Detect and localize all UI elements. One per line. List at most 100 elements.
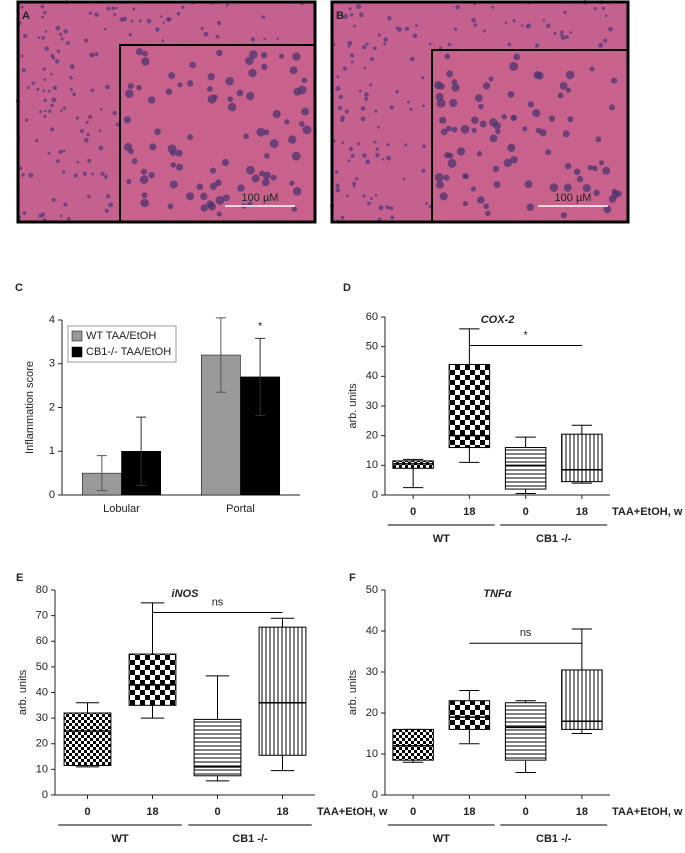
nucleus [289, 66, 298, 75]
nucleus [485, 210, 491, 217]
nucleus [334, 170, 339, 174]
group-label: WT [433, 833, 450, 845]
nucleus [383, 42, 387, 46]
nucleus [69, 75, 73, 80]
nucleus [504, 21, 508, 25]
y-tick-label: 20 [36, 738, 48, 750]
nucleus [140, 168, 147, 175]
nucleus [106, 194, 111, 199]
y-tick-label: 50 [366, 584, 378, 596]
nucleus [148, 171, 155, 179]
nucleus [493, 181, 501, 189]
nucleus [422, 104, 426, 108]
nucleus [284, 119, 290, 125]
nucleus [91, 172, 95, 176]
nucleus [221, 159, 230, 167]
x-axis-label: TAA+EtOH, w [317, 806, 388, 818]
nucleus [207, 85, 213, 92]
nucleus [565, 87, 571, 93]
nucleus [385, 205, 390, 210]
nucleus [527, 101, 534, 108]
nucleus [593, 7, 597, 11]
nucleus [397, 27, 402, 32]
nucleus [439, 192, 448, 201]
y-tick-label: 40 [366, 625, 378, 637]
nucleus [404, 26, 410, 31]
scale-bar-label: 100 µM [242, 192, 279, 204]
nucleus [593, 189, 600, 197]
nucleus [79, 128, 85, 134]
nucleus [471, 116, 479, 124]
nucleus [565, 70, 575, 80]
y-tick-label: 30 [366, 666, 378, 678]
nucleus [302, 125, 312, 135]
nucleus [509, 62, 519, 71]
nucleus [356, 4, 362, 10]
nucleus [248, 68, 257, 78]
nucleus [48, 109, 52, 113]
box [561, 433, 603, 483]
nucleus [512, 19, 516, 23]
nucleus [456, 147, 466, 156]
box [63, 712, 112, 767]
nucleus [478, 103, 484, 110]
nucleus [39, 110, 43, 114]
nucleus [567, 116, 574, 123]
nucleus [50, 103, 54, 108]
nucleus [359, 12, 364, 17]
nucleus [370, 196, 374, 200]
nucleus [196, 183, 204, 191]
nucleus [383, 37, 388, 42]
nucleus [522, 126, 528, 132]
nucleus [141, 57, 150, 66]
group-label: WT [111, 833, 128, 845]
y-tick-label: 40 [36, 686, 48, 698]
y-tick-label: 10 [366, 459, 378, 471]
y-tick-label: 0 [49, 489, 55, 501]
nucleus [261, 178, 270, 187]
nucleus [94, 51, 99, 57]
nucleus [52, 85, 58, 91]
nucleus [615, 190, 622, 197]
nucleus [249, 50, 258, 59]
nucleus [434, 81, 443, 90]
y-tick-label: 3 [49, 358, 55, 370]
nucleus [154, 128, 161, 135]
nucleus [440, 128, 448, 136]
nucleus [59, 32, 63, 36]
nucleus [56, 49, 61, 54]
nucleus [482, 82, 491, 90]
nucleus [375, 147, 379, 151]
y-axis-label: arb. units [347, 669, 359, 715]
x-tick-label: 18 [146, 806, 158, 818]
nucleus [348, 146, 354, 152]
nucleus [598, 160, 605, 166]
nucleus [409, 56, 415, 62]
nucleus [428, 42, 432, 46]
nucleus [535, 127, 542, 134]
nucleus [22, 211, 27, 215]
nucleus [47, 151, 51, 155]
histology-image: A 100 µM [15, 0, 317, 224]
nucleus [564, 162, 572, 170]
nucleus [402, 177, 406, 181]
nucleus [548, 115, 556, 122]
nucleus [451, 126, 458, 133]
nucleus [69, 88, 73, 92]
nucleus [260, 51, 268, 59]
nucleus [510, 115, 517, 121]
nucleus [589, 66, 595, 72]
nucleus [31, 81, 36, 85]
nucleus [422, 144, 426, 149]
box [392, 728, 434, 761]
nucleus [99, 108, 103, 111]
nucleus [243, 133, 249, 140]
nucleus [436, 98, 446, 108]
nucleus [27, 86, 30, 90]
nucleus [608, 26, 613, 32]
nucleus [44, 109, 47, 113]
group-label: CB1 -/- [536, 533, 572, 545]
nucleus [42, 67, 46, 71]
nucleus [20, 5, 24, 9]
error-bar [136, 416, 147, 486]
